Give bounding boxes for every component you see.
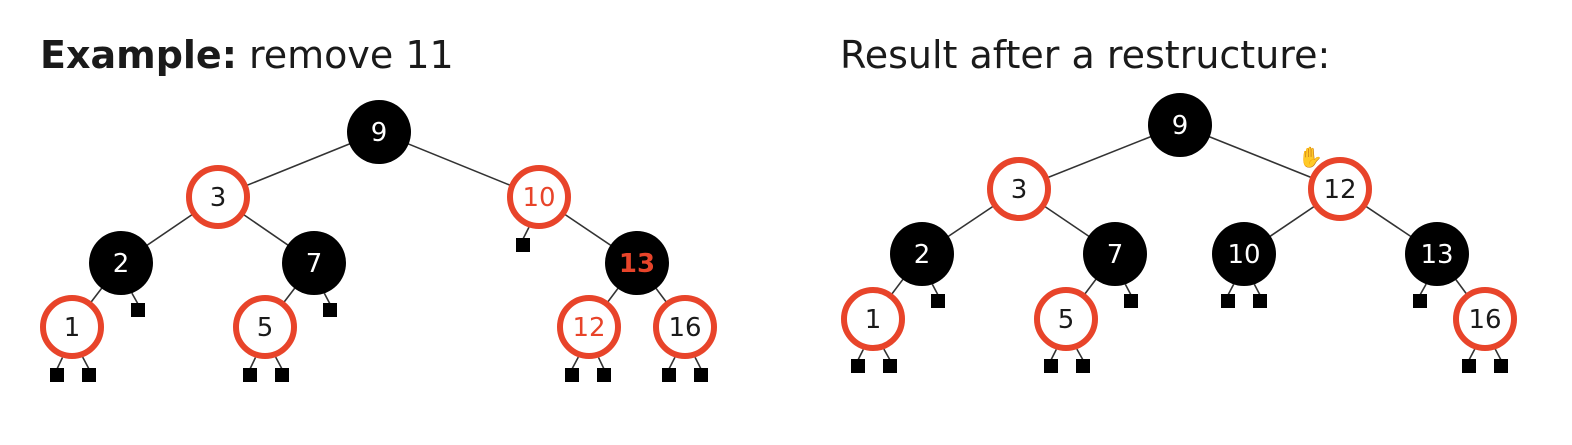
black-node [1212,222,1276,286]
leaf-edge [81,356,90,370]
null-leaf-icon [131,303,145,317]
node-label: 5 [257,313,274,343]
black-node [1405,222,1469,286]
node-label: 10 [522,183,555,213]
red-node [233,295,297,359]
null-leaf-icon [694,368,708,382]
node-label: 3 [1011,175,1028,205]
node-label: 16 [1468,305,1501,335]
red-node [653,295,717,359]
leaf-edge [323,292,331,305]
null-leaf-icon [1494,359,1508,373]
red-node [186,165,250,229]
leaf-edge [1076,348,1084,361]
hand-cursor-icon: ✋ [1298,145,1323,169]
leaf-edge [274,356,283,370]
leaf-edge [1419,283,1427,296]
null-leaf-icon [82,368,96,382]
leaf-edge [597,357,605,370]
null-leaf-icon [1044,359,1058,373]
leaf-edge [1227,283,1235,296]
node-label: 1 [865,305,882,335]
node-label: 12 [572,313,605,343]
node-label: 5 [1058,305,1075,335]
null-leaf-icon [1124,294,1138,308]
leaf-edge [249,357,257,370]
null-leaf-icon [597,368,611,382]
node-label: 3 [210,183,227,213]
red-node [987,157,1051,221]
null-leaf-icon [243,368,257,382]
null-leaf-icon [851,359,865,373]
black-node [347,100,411,164]
leaf-edge [571,356,580,370]
black-node [1083,222,1147,286]
null-leaf-icon [1221,294,1235,308]
null-leaf-icon [1253,294,1267,308]
black-node [89,231,153,295]
red-node [40,295,104,359]
red-node [1034,287,1098,351]
null-leaf-icon [1462,359,1476,373]
node-label: 13 [619,249,655,279]
black-node [890,222,954,286]
node-label: 2 [113,249,130,279]
null-leaf-icon [50,368,64,382]
node-label: 16 [668,313,701,343]
node-label: 2 [914,240,931,270]
leaf-edge [1050,349,1057,361]
null-leaf-icon [275,368,289,382]
null-leaf-icon [1413,294,1427,308]
leaf-edge [1124,283,1132,296]
black-node [605,231,669,295]
left-title-rest: remove 11 [249,33,454,77]
null-leaf-icon [662,368,676,382]
leaf-edge [1253,283,1261,296]
null-leaf-icon [323,303,337,317]
node-label: 10 [1227,240,1260,270]
node-label: 1 [64,313,81,343]
node-label: 9 [1172,111,1189,141]
node-label: 7 [306,249,323,279]
null-leaf-icon [1076,359,1090,373]
leaf-edge [857,349,864,361]
red-node [1308,157,1372,221]
black-node [282,231,346,295]
node-label: 12 [1323,175,1356,205]
null-leaf-icon [516,238,530,252]
left-title-bold: Example: [40,33,237,77]
node-label: 13 [1420,240,1453,270]
null-leaf-icon [883,359,897,373]
leaf-edge [131,292,139,305]
red-node [841,287,905,351]
leaf-edge [1468,348,1476,361]
right-title: Result after a restructure: [840,33,1331,77]
leaf-edge [668,356,676,370]
left-title: Example: remove 11 [40,36,454,74]
null-leaf-icon [565,368,579,382]
red-node [1453,287,1517,351]
leaf-edge [522,226,530,240]
leaf-edge [56,357,64,370]
node-label: 9 [371,118,388,148]
null-leaf-icon [931,294,945,308]
leaf-edge [694,356,702,370]
red-node [557,295,621,359]
leaf-edge [1494,348,1502,361]
leaf-edge [883,348,891,361]
red-node [507,165,571,229]
node-label: 7 [1107,240,1124,270]
leaf-edge [931,283,939,296]
black-node [1148,93,1212,157]
